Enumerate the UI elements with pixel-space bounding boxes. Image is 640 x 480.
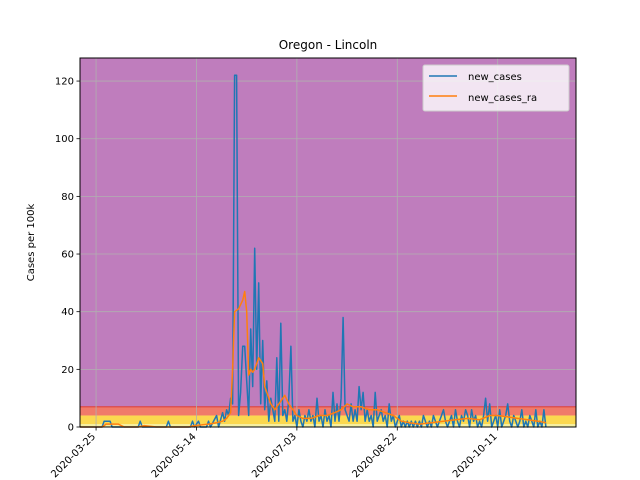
plot-frame (79, 57, 577, 428)
y-tick-label: 100 (55, 134, 74, 145)
y-axis-label: Cases per 100k (26, 204, 37, 282)
y-tick-label: 0 (68, 423, 74, 434)
x-tick-label: 2020-08-22 (351, 431, 400, 480)
y-tick-label: 20 (61, 365, 74, 376)
x-tick-label: 2020-05-14 (150, 431, 199, 480)
x-tick-label: 2020-07-03 (250, 431, 299, 480)
y-tick-label: 120 (55, 77, 74, 88)
y-tick-label: 80 (61, 192, 74, 203)
legend-label-new-cases: new_cases (468, 72, 522, 83)
risk-band-3 (80, 58, 576, 407)
x-tick-label: 2020-10-11 (451, 431, 500, 480)
chart-title: Oregon - Lincoln (279, 38, 378, 52)
y-tick-label: 40 (61, 307, 74, 318)
risk-band-0 (80, 424, 576, 427)
legend: new_cases new_cases_ra (422, 64, 570, 112)
legend-box (422, 64, 570, 112)
risk-bands (80, 58, 576, 427)
series-lines (80, 74, 547, 428)
legend-label-new-cases-ra: new_cases_ra (468, 93, 537, 104)
series-line-new-cases-ra (80, 290, 547, 428)
x-axis: 2020-03-25 2020-05-14 2020-07-03 2020-08-22… (49, 427, 500, 480)
y-axis: 0 20 40 60 80 100 120 (55, 77, 80, 434)
risk-band-2 (80, 406, 576, 416)
x-tick-label: 2020-03-25 (49, 431, 98, 480)
series-line-new-cases (80, 74, 547, 428)
y-tick-label: 60 (61, 250, 74, 261)
